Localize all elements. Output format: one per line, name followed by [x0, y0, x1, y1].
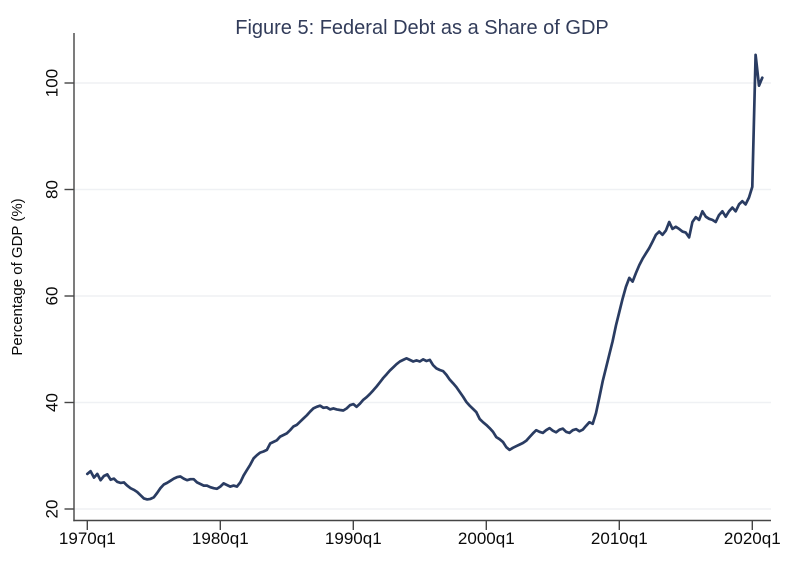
x-tick-label: 2000q1 [458, 529, 515, 548]
axis-layer: 20 40 60 80 100 1970q1 1980q1 1990q1 2000q1 2010q… [43, 33, 781, 548]
x-tick-label: 1990q1 [325, 529, 382, 548]
x-tick-label: 1970q1 [59, 529, 116, 548]
y-tick-label: 80 [43, 180, 62, 199]
y-axis-title: Percentage of GDP (%) [9, 198, 26, 355]
y-tick-label: 40 [43, 393, 62, 412]
federal-debt-line [85, 53, 764, 501]
y-tick-label: 100 [43, 69, 62, 97]
gridline-layer [74, 82, 771, 510]
y-tick-label: 20 [43, 500, 62, 519]
x-tick-label: 1980q1 [192, 529, 249, 548]
x-tick-label: 2010q1 [591, 529, 648, 548]
data-series-layer [85, 53, 764, 501]
y-tick-label: 60 [43, 287, 62, 306]
x-tick-label: 2020q1 [724, 529, 781, 548]
chart-title: Figure 5: Federal Debt as a Share of GDP [235, 17, 609, 39]
